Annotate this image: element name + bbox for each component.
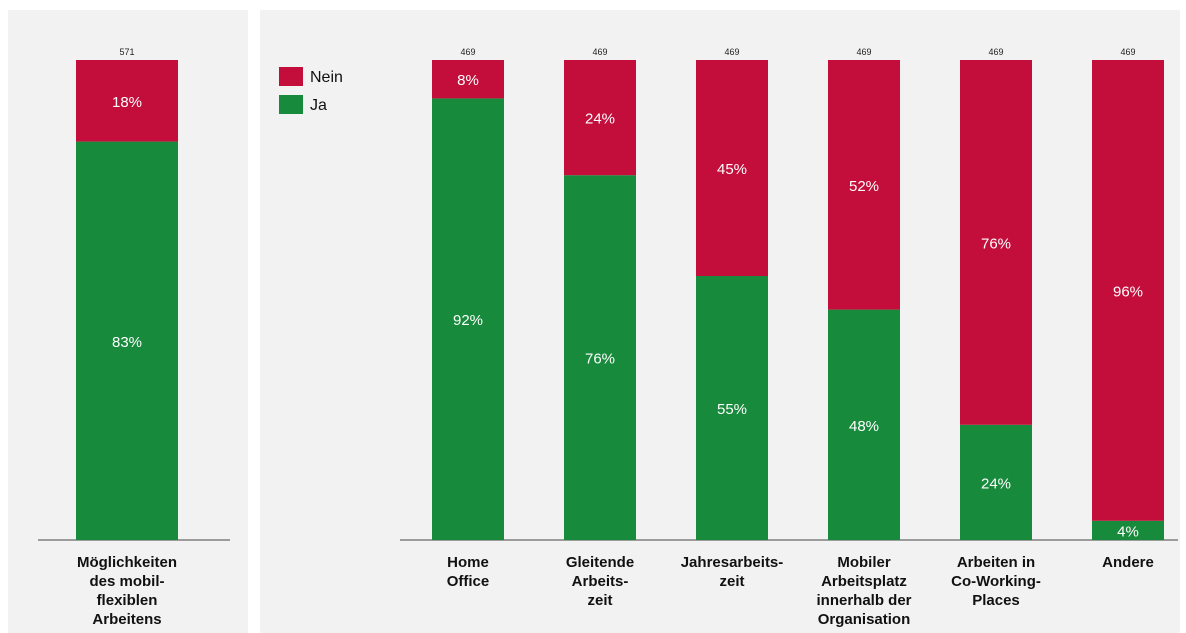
category-label-gleitende-arbeits-zeit-line-3: zeit — [587, 592, 612, 609]
category-label-mobiler-arbeitsplatz-innerhalb-der-organisation-line-2: Arbeitsplatz — [821, 573, 907, 590]
bar-nein-gleitende-arbeits-zeit — [564, 60, 636, 176]
category-label-jahresarbeits-zeit-line-1: Jahresarbeits- — [681, 554, 784, 571]
category-label-arbeiten-in-co-working-places-line-2: Co-Working- — [951, 573, 1041, 590]
value-label-ja-andere: 4% — [1117, 523, 1139, 540]
value-label-ja-home-office: 92% — [453, 312, 483, 329]
legend-swatch-nein — [279, 67, 303, 86]
category-label-mobiler-arbeitsplatz-innerhalb-der-organisation-line-1: Mobiler — [837, 554, 890, 571]
legend-swatch-ja — [279, 95, 303, 114]
category-label-jahresarbeits-zeit-line-2: zeit — [719, 573, 744, 590]
total-label-mobiler-arbeitsplatz-innerhalb-der-organisation: 469 — [856, 47, 871, 57]
value-label-nein-home-office: 8% — [457, 72, 479, 89]
category-label-arbeiten-in-co-working-places-line-3: Places — [972, 592, 1020, 609]
category-label-mobiler-arbeitsplatz-innerhalb-der-organisation-line-3: innerhalb der — [816, 592, 911, 609]
category-label-arbeiten-in-co-working-places-line-1: Arbeiten in — [957, 554, 1035, 571]
value-label-ja-arbeiten-in-co-working-places: 24% — [981, 475, 1011, 492]
value-label-nein-andere: 96% — [1113, 283, 1143, 300]
bar-nein-arbeiten-in-co-working-places — [960, 60, 1032, 425]
legend-label-ja: Ja — [310, 97, 327, 114]
bar-ja-jahresarbeits-zeit — [696, 276, 768, 540]
bar-nein-andere — [1092, 60, 1164, 521]
category-label-home-office-line-2: Office — [447, 573, 490, 590]
category-label-gleitende-arbeits-zeit-line-2: Arbeits- — [572, 573, 629, 590]
total-label-arbeiten-in-co-working-places: 469 — [988, 47, 1003, 57]
bar-ja-home-office — [432, 98, 504, 541]
total-label-andere: 469 — [1120, 47, 1135, 57]
bar-nein-moglichkeiten-des-mobil-flexiblen-arbeitens — [76, 60, 178, 142]
bar-nein-home-office — [432, 60, 504, 99]
value-label-ja-jahresarbeits-zeit: 55% — [717, 401, 747, 418]
legend-label-nein: Nein — [310, 69, 343, 86]
value-label-nein-moglichkeiten-des-mobil-flexiblen-arbeitens: 18% — [112, 94, 142, 111]
value-label-ja-gleitende-arbeits-zeit: 76% — [585, 351, 615, 368]
value-label-nein-arbeiten-in-co-working-places: 76% — [981, 235, 1011, 252]
bar-ja-gleitende-arbeits-zeit — [564, 175, 636, 540]
bar-nein-mobiler-arbeitsplatz-innerhalb-der-organisation — [828, 60, 900, 310]
bar-ja-moglichkeiten-des-mobil-flexiblen-arbeitens — [76, 141, 178, 540]
category-label-moglichkeiten-des-mobil-flexiblen-arbeitens-line-4: Arbeitens — [92, 611, 161, 628]
total-label-gleitende-arbeits-zeit: 469 — [592, 47, 607, 57]
value-label-nein-jahresarbeits-zeit: 45% — [717, 161, 747, 178]
bar-nein-jahresarbeits-zeit — [696, 60, 768, 276]
value-label-nein-gleitende-arbeits-zeit: 24% — [585, 111, 615, 128]
value-label-ja-moglichkeiten-des-mobil-flexiblen-arbeitens: 83% — [112, 334, 142, 351]
category-label-moglichkeiten-des-mobil-flexiblen-arbeitens-line-2: des mobil- — [89, 573, 164, 590]
bar-ja-mobiler-arbeitsplatz-innerhalb-der-organisation — [828, 309, 900, 540]
bar-ja-arbeiten-in-co-working-places — [960, 424, 1032, 540]
category-label-mobiler-arbeitsplatz-innerhalb-der-organisation-line-4: Organisation — [818, 611, 911, 628]
category-label-gleitende-arbeits-zeit-line-1: Gleitende — [566, 554, 634, 571]
total-label-jahresarbeits-zeit: 469 — [724, 47, 739, 57]
category-label-moglichkeiten-des-mobil-flexiblen-arbeitens-line-1: Möglichkeiten — [77, 554, 177, 571]
total-label-home-office: 469 — [460, 47, 475, 57]
category-label-home-office-line-1: Home — [447, 554, 489, 571]
total-label-moglichkeiten-des-mobil-flexiblen-arbeitens: 571 — [119, 47, 134, 57]
category-label-andere-line-1: Andere — [1102, 554, 1154, 571]
value-label-ja-mobiler-arbeitsplatz-innerhalb-der-organisation: 48% — [849, 418, 879, 435]
category-label-moglichkeiten-des-mobil-flexiblen-arbeitens-line-3: flexiblen — [97, 592, 158, 609]
value-label-nein-mobiler-arbeitsplatz-innerhalb-der-organisation: 52% — [849, 178, 879, 195]
bar-ja-andere — [1092, 520, 1164, 540]
